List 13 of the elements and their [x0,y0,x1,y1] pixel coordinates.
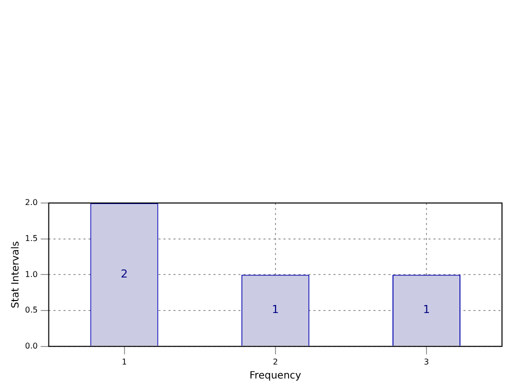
y-tick-label: 0.5 [24,306,38,315]
x-axis-title: Frequency [250,370,302,382]
data-label: 1 [272,303,279,316]
x-tick-label: 1 [122,357,127,366]
y-tick-label: 2.0 [24,198,38,208]
y-tick-label: 1.0 [24,270,38,279]
y-tick-label: 1.5 [24,234,38,243]
x-tick-label: 3 [424,357,429,366]
data-label: 2 [120,267,128,280]
x-tick-label: 2 [272,357,278,366]
data-label: 1 [422,303,430,316]
y-axis-title: Stat Intervals [10,241,22,308]
y-tick-label: 0.0 [24,341,38,350]
